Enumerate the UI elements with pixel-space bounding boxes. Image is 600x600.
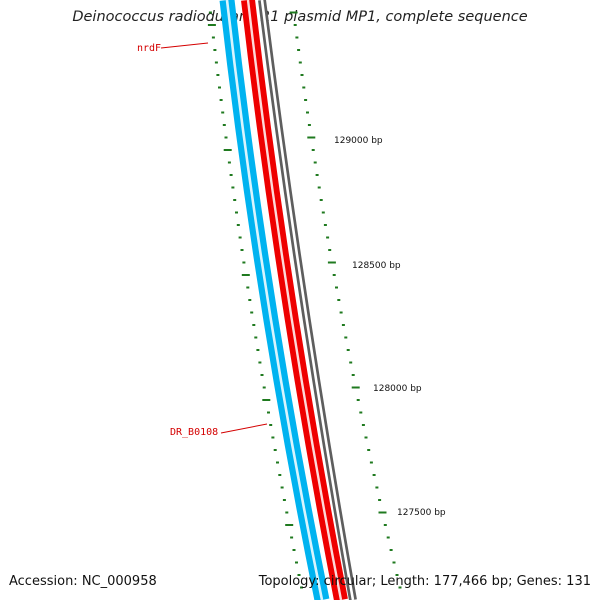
reverse-strand-track bbox=[241, 0, 348, 600]
inner-tick-marks bbox=[207, 11, 303, 589]
gene-callout-nrdF bbox=[160, 42, 209, 49]
accession-text: Accession: NC_000958 bbox=[9, 574, 157, 589]
map-summary-text: Topology: circular; Length: 177,466 bp; … bbox=[258, 574, 591, 589]
scale-label-129000: 129000 bp bbox=[334, 136, 383, 146]
map-title: Deinococcus radiodurans R1 plasmid MP1, … bbox=[72, 9, 528, 25]
gene-label-nrdF[interactable]: nrdF bbox=[137, 43, 161, 54]
backbone-track bbox=[258, 0, 357, 600]
scale-label-127500: 127500 bp bbox=[397, 508, 446, 518]
gene-label-dr-b0108[interactable]: DR_B0108 bbox=[170, 427, 218, 438]
forward-strand-track bbox=[219, 0, 330, 600]
gene-callout-dr-b0108 bbox=[220, 423, 268, 434]
scale-label-128500: 128500 bp bbox=[352, 261, 401, 271]
scale-label-128000: 128000 bp bbox=[373, 384, 422, 394]
scale-tick-marks bbox=[289, 11, 402, 589]
